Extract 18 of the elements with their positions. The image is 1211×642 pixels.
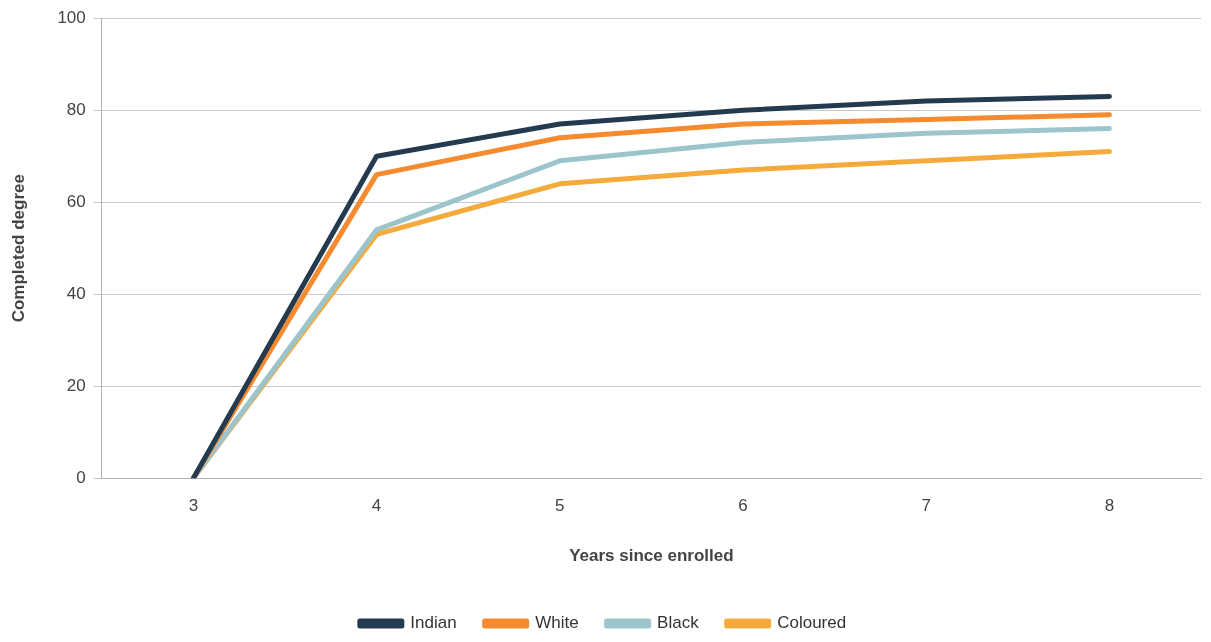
- x-axis-title: Years since enrolled: [569, 546, 734, 566]
- legend-label: White: [535, 613, 579, 633]
- legend-label: Indian: [410, 613, 457, 633]
- x-tick-label: 8: [1104, 496, 1115, 516]
- x-tick-label: 6: [738, 496, 748, 516]
- legend-label: Black: [657, 613, 700, 633]
- legend-label: Coloured: [777, 613, 847, 633]
- y-tick-label: 100: [57, 7, 86, 27]
- x-tick-label: 7: [921, 496, 931, 516]
- y-tick-label: 20: [66, 375, 86, 395]
- y-tick-label: 40: [66, 283, 86, 303]
- x-tick-label: 3: [188, 496, 199, 516]
- y-axis-title: Completed degree: [8, 174, 28, 323]
- x-tick-label: 4: [371, 496, 382, 516]
- y-tick-label: 80: [66, 99, 86, 119]
- x-tick-label: 5: [555, 496, 565, 516]
- y-tick-label: 60: [66, 191, 86, 211]
- y-tick-label: 0: [76, 467, 86, 487]
